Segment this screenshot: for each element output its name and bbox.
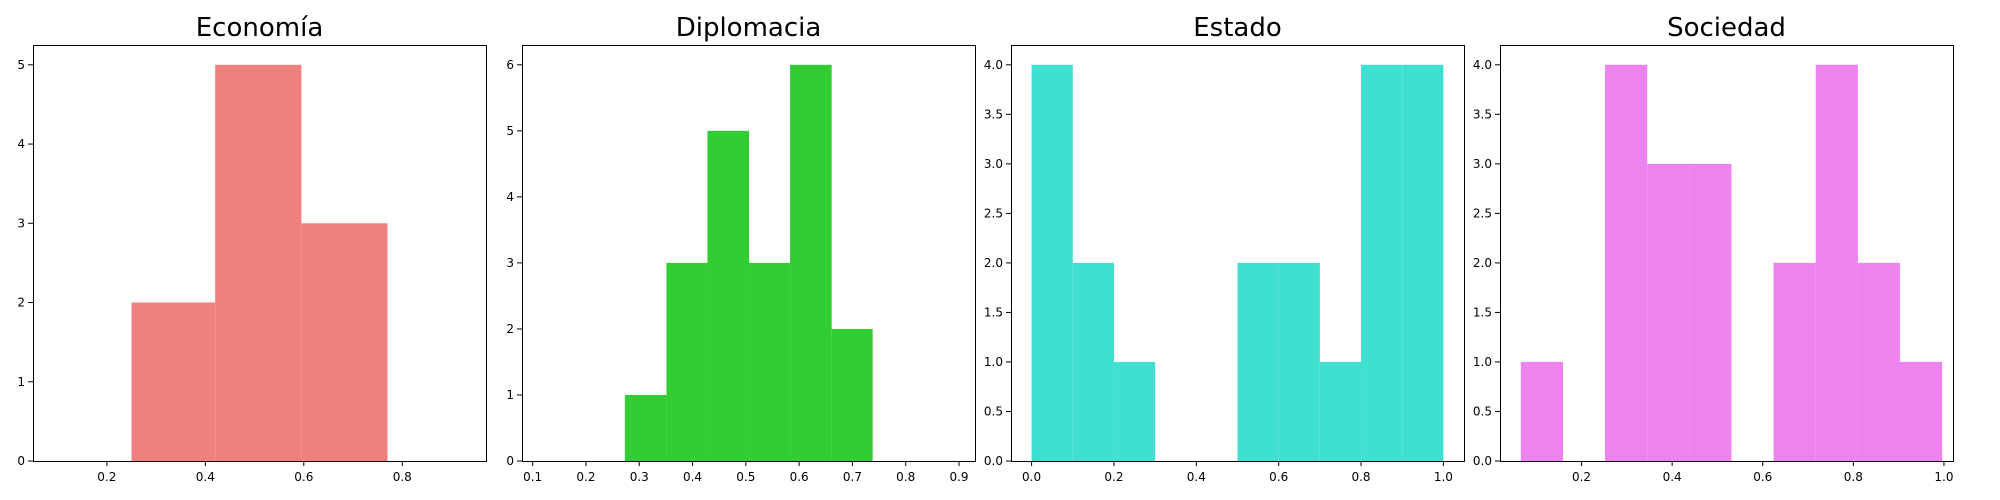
axes-frame (1500, 45, 1954, 462)
x-tick-label: 0.4 (1663, 470, 1682, 484)
y-tick-label: 1.0 (1473, 355, 1492, 369)
x-tick-label: 1.0 (1434, 470, 1453, 484)
y-tick-label: 4.0 (1473, 58, 1492, 72)
panel-title: Economía (196, 13, 324, 43)
histogram-bar (1520, 361, 1563, 461)
y-tick-label: 2 (17, 296, 25, 310)
y-tick-label: 1 (506, 388, 514, 402)
x-tick-label: 0.9 (949, 470, 968, 484)
y-tick-label: 0.0 (1473, 454, 1492, 468)
x-tick-label: 1.0 (1934, 470, 1953, 484)
histogram-bar (1319, 361, 1362, 461)
y-tick-label: 3 (506, 256, 514, 270)
axes-frame (33, 45, 487, 462)
histogram-bar (831, 328, 873, 461)
panel-economia: Economía 0.2 0.4 0.6 0.8 0 1 2 3 4 5 (17, 13, 487, 484)
x-tick-label: 0.2 (1104, 470, 1123, 484)
histogram-bar (131, 302, 216, 461)
y-tick-label: 3 (17, 216, 25, 230)
y-tick-label: 2.5 (984, 206, 1003, 220)
panel-sociedad: Sociedad 0.2 0.4 0.6 0.8 1.0 0.0 0.5 1.0 1.5 2.0 2… (1473, 13, 1954, 484)
y-tick-label: 4 (506, 190, 514, 204)
histogram-bar (1278, 262, 1320, 461)
histogram-bar (1689, 163, 1732, 462)
histogram-bar (1031, 64, 1073, 461)
x-tick-label: 0.6 (1753, 470, 1772, 484)
axes-frame (522, 45, 976, 462)
y-tick-label: 1 (17, 375, 25, 389)
y-tick-label: 4 (17, 137, 25, 151)
x-tick-label: 0.4 (683, 470, 702, 484)
x-tick-label: 0.5 (736, 470, 755, 484)
y-tick-label: 2 (506, 322, 514, 336)
x-tick-label: 0.6 (1269, 470, 1288, 484)
x-tick-label: 0.8 (1844, 470, 1863, 484)
y-tick-label: 3.5 (1473, 107, 1492, 121)
x-tick-label: 0.7 (843, 470, 862, 484)
y-tick-label: 3.0 (1473, 157, 1492, 171)
histogram-bar (707, 130, 750, 461)
panel-estado: Estado 0.0 0.2 0.4 0.6 0.8 1.0 0.0 0.5 1.0 1.5 2.0… (984, 13, 1465, 484)
y-tick-label: 0.5 (1473, 404, 1492, 418)
histogram-bar (749, 262, 791, 461)
histogram-bar (1402, 64, 1444, 461)
x-tick-label: 0.1 (523, 470, 542, 484)
x-tick-label: 0.2 (97, 470, 116, 484)
histogram-bar (790, 64, 832, 461)
histogram-bar (666, 262, 708, 461)
histogram-bar (1773, 262, 1816, 461)
y-tick-label: 1.5 (1473, 305, 1492, 319)
x-tick-label: 0.2 (1572, 470, 1591, 484)
y-tick-label: 0.5 (984, 404, 1003, 418)
histogram-bar (1605, 64, 1648, 461)
panel-title: Sociedad (1667, 13, 1786, 43)
y-tick-label: 5 (17, 58, 25, 72)
y-tick-label: 0.0 (984, 454, 1003, 468)
histogram-bar (624, 394, 667, 461)
panel-diplomacia: Diplomacia 0.1 0.2 0.3 0.4 0.5 0.6 0.7 0.8 0.9 0 1… (506, 13, 976, 484)
histogram-bar (1237, 262, 1279, 461)
x-tick-label: 0.4 (196, 470, 215, 484)
histogram-bar (301, 223, 388, 461)
x-tick-label: 0.8 (896, 470, 915, 484)
y-tick-label: 5 (506, 124, 514, 138)
histogram-bar (1900, 361, 1943, 461)
histogram-bar (1815, 64, 1858, 461)
panel-title: Estado (1193, 13, 1282, 43)
x-tick-label: 0.0 (1022, 470, 1041, 484)
y-tick-label: 0 (17, 454, 25, 468)
x-tick-label: 0.8 (1351, 470, 1370, 484)
y-tick-label: 0 (506, 454, 514, 468)
y-tick-label: 2.5 (1473, 206, 1492, 220)
histogram-bar (1072, 262, 1114, 461)
x-tick-label: 0.4 (1187, 470, 1206, 484)
axes-frame (1011, 45, 1465, 462)
y-tick-label: 1.5 (984, 305, 1003, 319)
y-tick-label: 2.0 (984, 256, 1003, 270)
histogram-bar (1361, 64, 1403, 461)
y-tick-label: 6 (506, 58, 514, 72)
histogram-bar (1113, 361, 1156, 461)
y-tick-label: 4.0 (984, 58, 1003, 72)
x-tick-label: 0.8 (393, 470, 412, 484)
panel-title: Diplomacia (676, 13, 822, 43)
y-tick-label: 1.0 (984, 355, 1003, 369)
y-tick-label: 3.5 (984, 107, 1003, 121)
x-tick-label: 0.6 (790, 470, 809, 484)
x-tick-label: 0.6 (294, 470, 313, 484)
x-tick-label: 0.2 (576, 470, 595, 484)
histogram-bar (1647, 163, 1690, 462)
y-tick-label: 2.0 (1473, 256, 1492, 270)
histogram-bar (215, 64, 302, 461)
y-tick-label: 3.0 (984, 157, 1003, 171)
histogram-bar (1857, 262, 1900, 461)
x-tick-label: 0.3 (630, 470, 649, 484)
